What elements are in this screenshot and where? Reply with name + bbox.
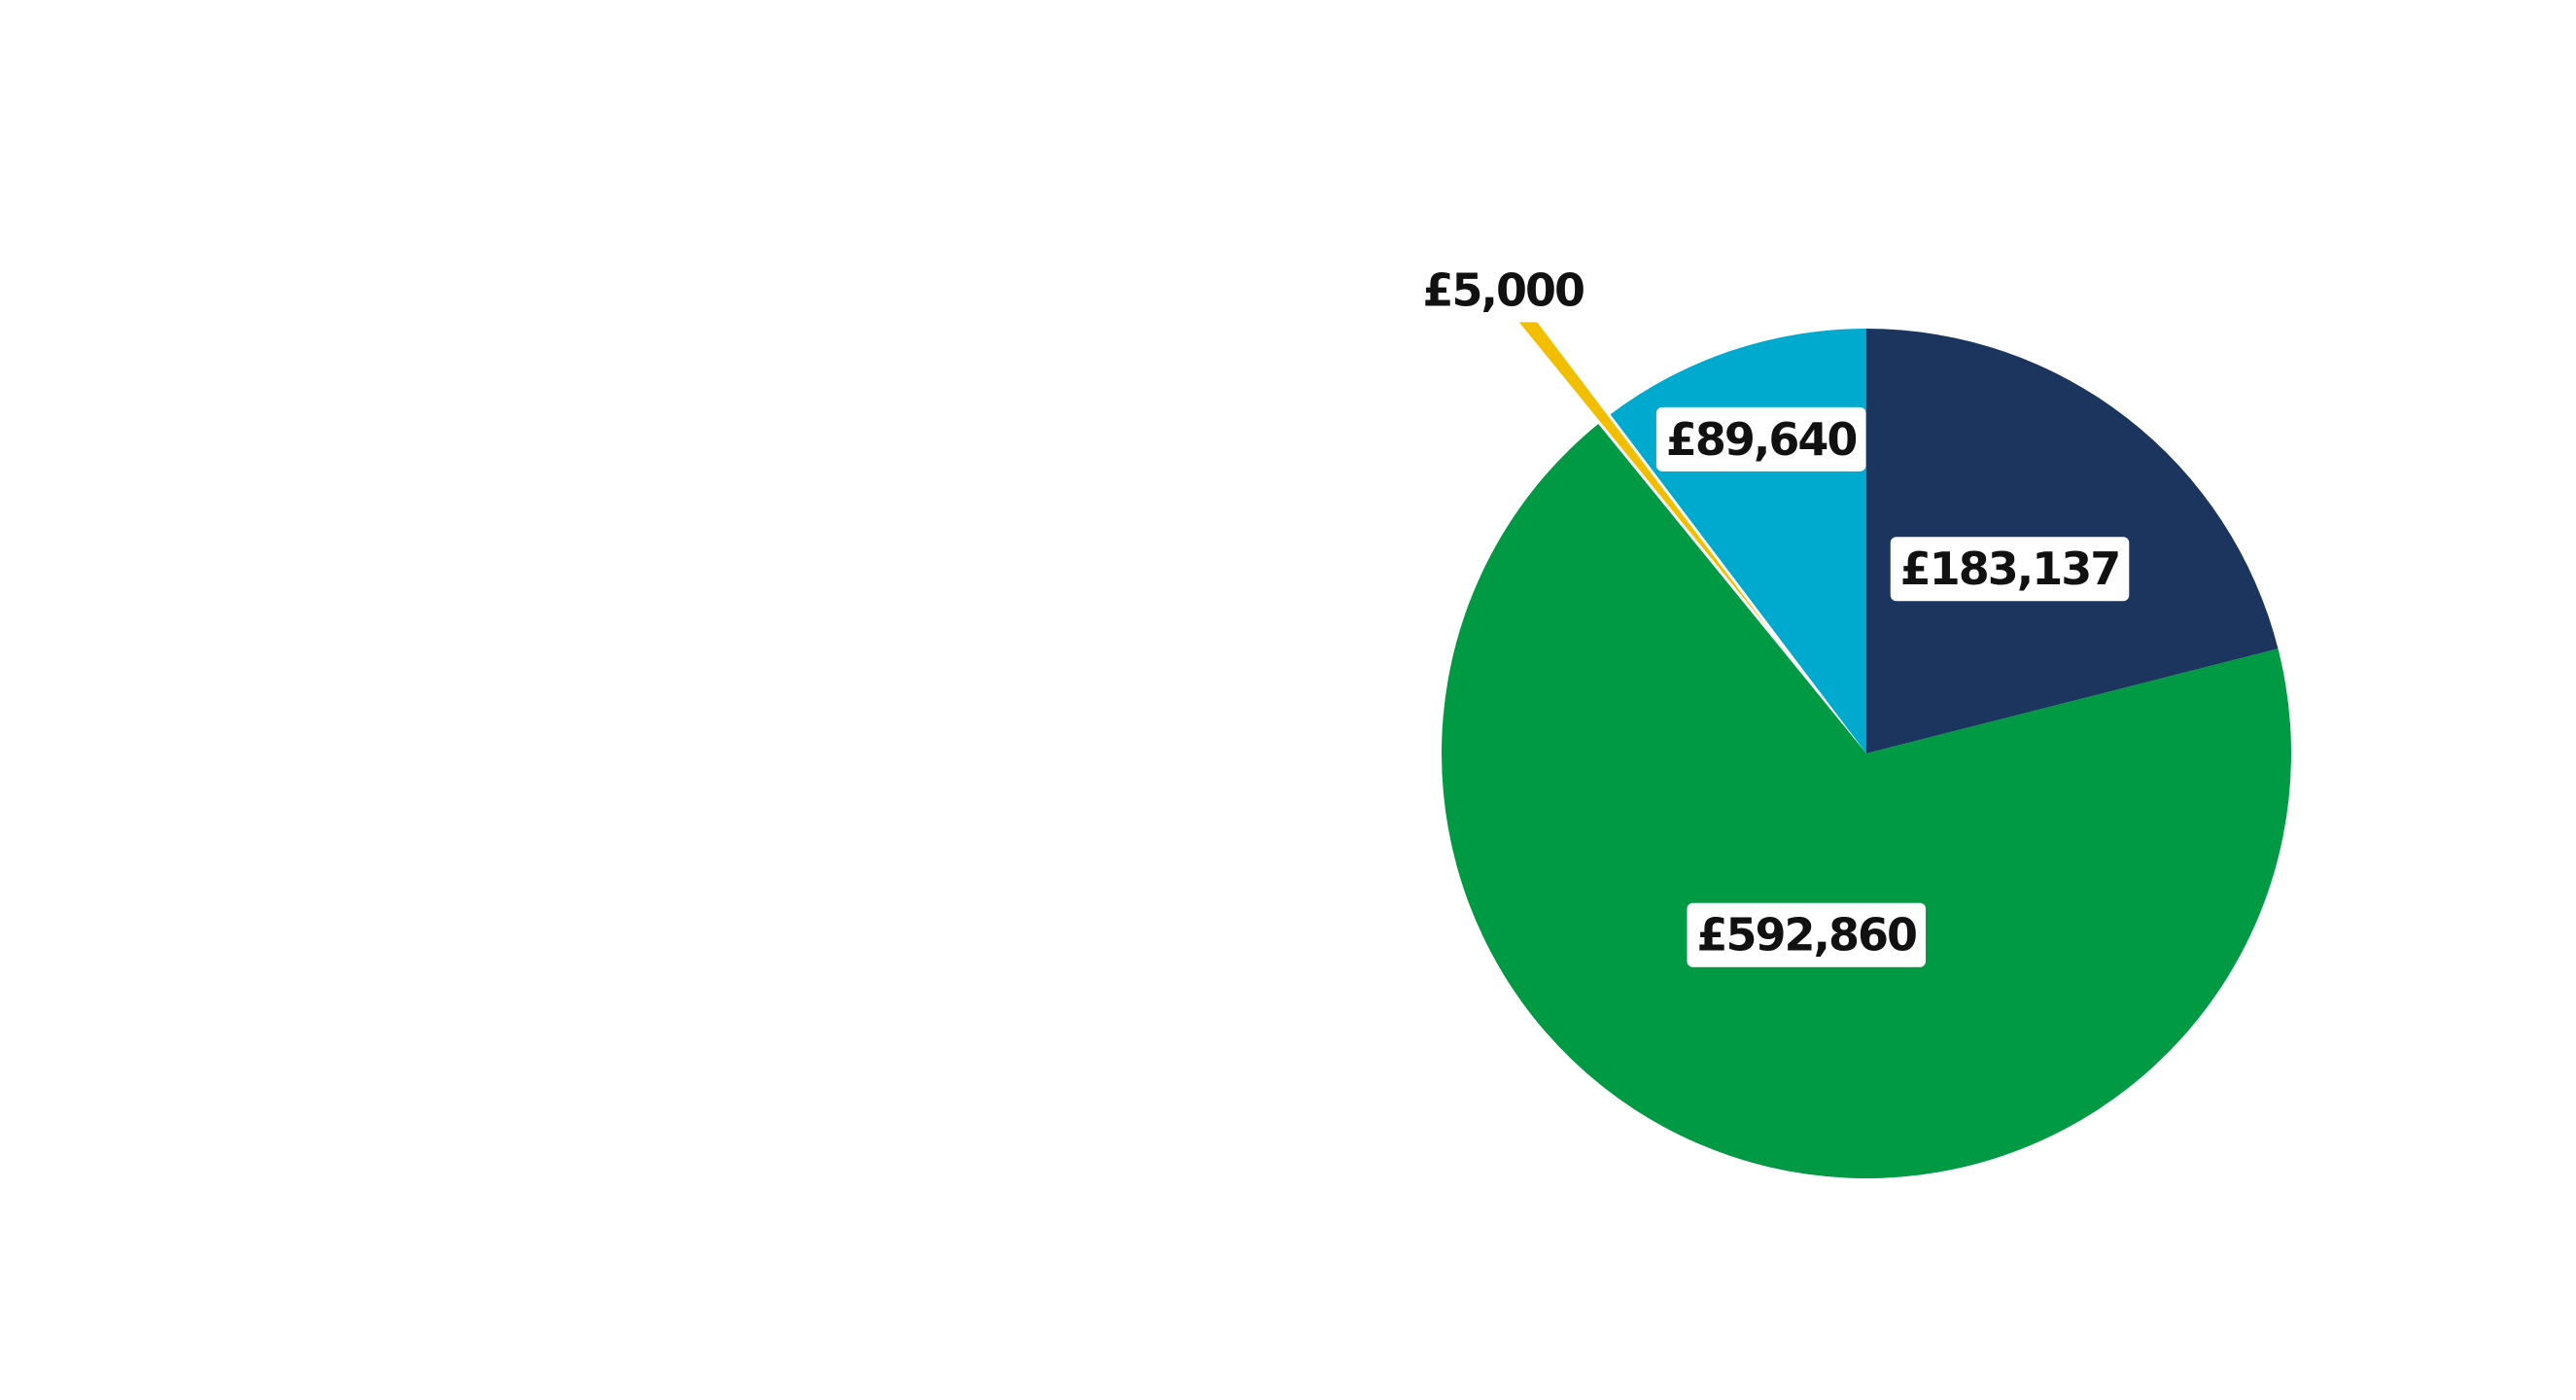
pie-slice [1441, 424, 2291, 1179]
slice-data-label: £183,137 [1900, 542, 2120, 595]
pie-data-labels: £183,137 £592,860 £5,000 £89,640 [1412, 258, 2130, 967]
slice-data-label-box [1655, 406, 1866, 472]
pie-slice [1502, 292, 1771, 632]
slice-data-label-box [1412, 258, 1594, 323]
slice-data-label-box [1687, 902, 1927, 967]
slice-data-label: £592,860 [1696, 909, 1916, 962]
slice-data-label: £89,640 [1666, 413, 1857, 466]
slice-data-label-box [1890, 537, 2130, 602]
slice-data-label: £5,000 [1422, 263, 1584, 316]
pie-slices [1441, 292, 2291, 1179]
